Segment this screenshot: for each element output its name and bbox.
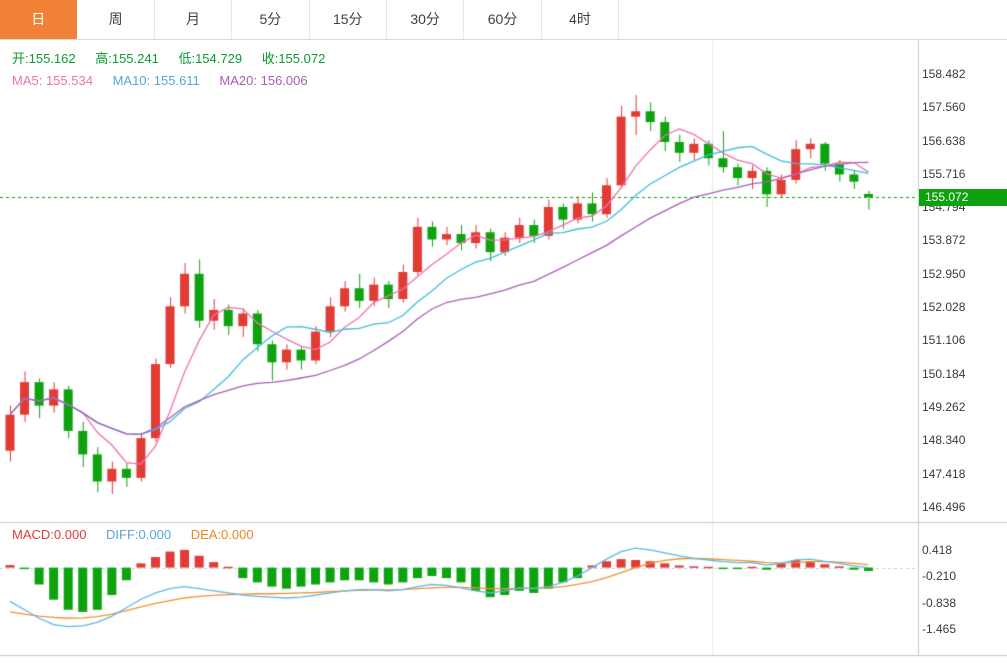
price-axis-label: 148.340: [922, 433, 966, 448]
diff-value: DIFF:0.000: [106, 527, 172, 542]
price-axis-label: 158.482: [922, 67, 966, 81]
high-value: 高:155.241: [95, 51, 159, 66]
price-axis-label: 152.950: [922, 266, 966, 281]
tab-60min[interactable]: 60分: [464, 0, 542, 39]
ohlc-legend: 开:155.162 高:155.241 低:154.729 收:155.072: [12, 48, 341, 67]
open-value: 开:155.162: [12, 51, 76, 66]
tab-day[interactable]: 日: [0, 0, 78, 39]
tab-30min[interactable]: 30分: [386, 0, 465, 39]
tab-week[interactable]: 周: [77, 0, 155, 39]
ma20-value: MA20: 156.006: [219, 73, 308, 88]
tab-15min[interactable]: 15分: [309, 0, 387, 39]
price-axis-label: 157.560: [922, 100, 966, 115]
macd-axis-label: -0.838: [922, 595, 957, 610]
low-value: 低:154.729: [178, 51, 243, 66]
macd-legend: MACD:0.000 DIFF:0.000 DEA:0.000: [12, 527, 270, 542]
tab-month[interactable]: 月: [154, 0, 233, 39]
tab-4hour[interactable]: 4时: [541, 0, 620, 39]
macd-axis-label: -0.210: [922, 569, 957, 584]
close-value: 收:155.072: [261, 51, 326, 66]
ma5-value: MA5: 155.534: [12, 73, 93, 88]
price-axis-label: 146.496: [922, 499, 966, 514]
price-axis-label: 151.106: [922, 333, 966, 348]
current-price-tag: 155.072: [919, 188, 1007, 206]
timeframe-tabbar: 日 周 月 5分 15分 30分 60分 4时: [0, 0, 1007, 40]
macd-axis-label: -1.465: [922, 622, 957, 637]
ma10-value: MA10: 155.611: [112, 73, 200, 88]
price-axis-label: 150.184: [922, 366, 966, 381]
price-axis-label: 156.638: [922, 133, 966, 148]
price-axis-label: 153.872: [922, 233, 966, 248]
dea-value: DEA:0.000: [190, 527, 254, 542]
price-axis-label: 155.716: [922, 166, 966, 181]
price-axis-label: 147.418: [922, 466, 966, 481]
macd-value: MACD:0.000: [12, 527, 87, 542]
price-axis-label: 152.028: [922, 300, 966, 315]
tab-5min[interactable]: 5分: [232, 0, 310, 39]
ma-legend: MA5: 155.534 MA10: 155.611 MA20: 156.006: [12, 73, 324, 88]
macd-axis-label: 0.418: [922, 542, 953, 557]
price-axis-label: 149.262: [922, 399, 966, 414]
